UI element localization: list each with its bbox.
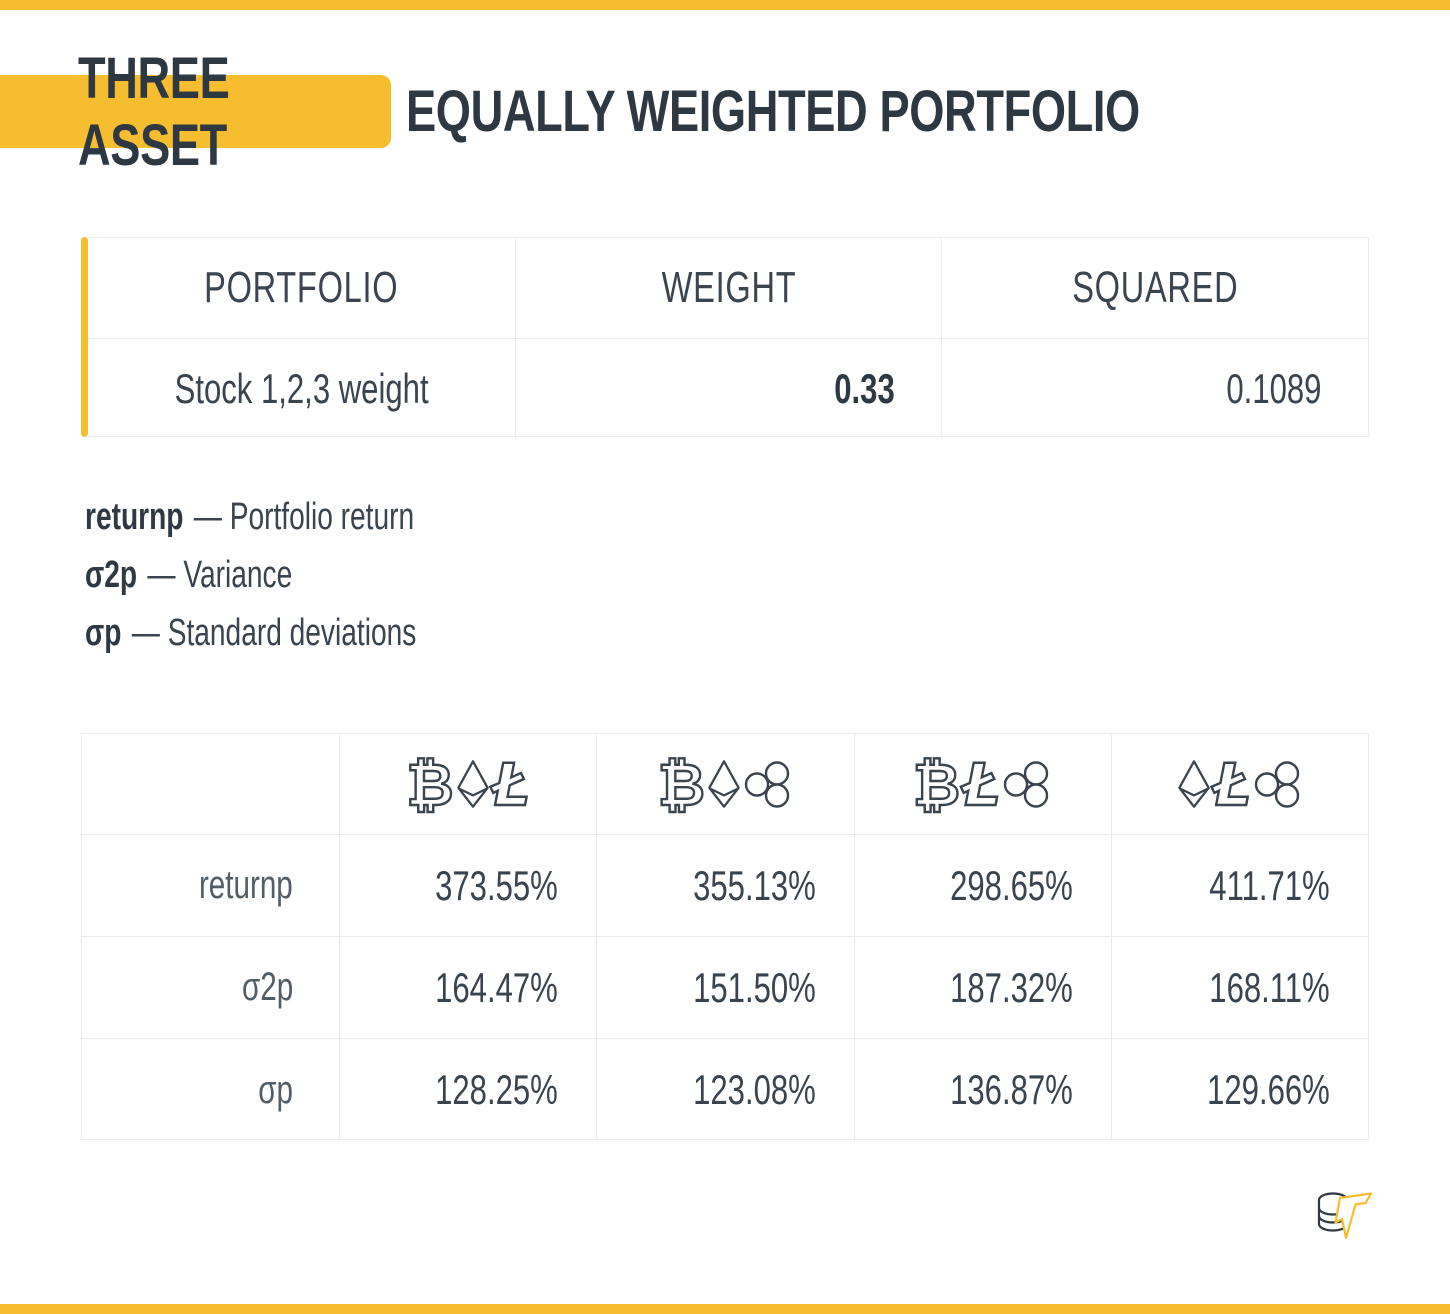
weights-table-grid: PORTFOLIO WEIGHT SQUARED Stock 1,2,3 wei…: [88, 237, 1369, 438]
bitcoin-icon: ₿: [657, 751, 707, 819]
value-returnp-btc-eth-xrp: 355.13%: [596, 834, 854, 936]
value-text: 187.32%: [950, 963, 1073, 1011]
header-squared-label: SQUARED: [1072, 263, 1239, 312]
value-variance-btc-ltc-xrp: 187.32%: [853, 936, 1111, 1038]
title-rest-text: EQUALLY WEIGHTED PORTFOLIO: [406, 79, 1140, 144]
cell-squared-value: 0.1089: [941, 338, 1368, 438]
ethereum-icon: [1177, 760, 1210, 808]
value-variance-eth-ltc-xrp: 168.11%: [1110, 936, 1368, 1038]
portfolio-column-eth-ltc-xrp: Ł: [1110, 734, 1368, 834]
corner-cell: [82, 734, 339, 834]
portfolio-column-btc-eth-xrp: ₿: [596, 734, 853, 834]
litecoin-icon: Ł: [961, 751, 1002, 819]
value-text: 355.13%: [692, 861, 816, 909]
value-variance-btc-eth-xrp: 151.50%: [596, 936, 854, 1038]
row-label-variance: σ2p: [82, 936, 339, 1038]
portfolio-column-btc-ltc-xrp: ₿ Ł: [853, 734, 1111, 834]
header-weight: WEIGHT: [514, 238, 942, 338]
weights-table: PORTFOLIO WEIGHT SQUARED Stock 1,2,3 wei…: [81, 237, 1369, 438]
cell-weight-value: 0.33: [514, 338, 942, 438]
value-stdev-btc-eth-ltc: 128.25%: [339, 1038, 597, 1141]
table-accent-bar: [81, 237, 88, 437]
value-text: 164.47%: [435, 963, 559, 1011]
legend-line-returnp: returnp — Portfolio return: [85, 497, 533, 537]
value-returnp-btc-eth-ltc: 373.55%: [339, 834, 597, 936]
legend-desc-variance: — Variance: [147, 554, 293, 596]
row-label-stdev: σp: [82, 1038, 339, 1141]
legend-line-stdev: σp — Standard deviations: [85, 613, 533, 653]
value-returnp-btc-ltc-xrp: 298.65%: [853, 834, 1111, 936]
legend-term-stdev: σp: [85, 612, 122, 654]
value-text: 136.87%: [950, 1066, 1073, 1113]
value-text: 298.65%: [950, 861, 1073, 909]
ripple-icon: [1254, 760, 1300, 808]
ethereum-icon: [456, 760, 489, 808]
value-stdev-btc-ltc-xrp: 136.87%: [853, 1038, 1111, 1141]
header-portfolio: PORTFOLIO: [88, 238, 515, 338]
bitcoin-icon: ₿: [405, 751, 455, 819]
legend-desc-stdev: — Standard deviations: [131, 612, 417, 654]
value-text: 168.11%: [1209, 963, 1330, 1011]
metrics-table: ₿ Ł ₿ ₿ Ł Ł: [81, 733, 1369, 1141]
value-text: 123.08%: [692, 1066, 816, 1113]
value-text: 128.25%: [435, 1066, 559, 1113]
title-highlight-box: THREE ASSET: [0, 46, 391, 178]
cell-stock-weight: Stock 1,2,3 weight: [88, 338, 515, 438]
value-stdev-btc-eth-xrp: 123.08%: [596, 1038, 854, 1141]
row-label-stdev-text: σp: [258, 1067, 293, 1112]
value-variance-btc-eth-ltc: 164.47%: [339, 936, 597, 1038]
row-label-returnp: returnp: [82, 834, 339, 936]
header-portfolio-label: PORTFOLIO: [204, 263, 399, 312]
value-text: 151.50%: [692, 963, 816, 1011]
squared-value: 0.1089: [1225, 364, 1321, 412]
title-rest: EQUALLY WEIGHTED PORTFOLIO: [406, 78, 1347, 145]
header-squared: SQUARED: [941, 238, 1368, 338]
litecoin-icon: Ł: [490, 751, 531, 819]
value-returnp-eth-ltc-xrp: 411.71%: [1110, 834, 1368, 936]
legend-term-variance: σ2p: [85, 554, 138, 596]
legend-line-variance: σ2p — Variance: [85, 555, 533, 595]
value-text: 129.66%: [1207, 1066, 1330, 1113]
row-label-variance-text: σ2p: [241, 965, 293, 1009]
bitcoin-icon: ₿: [912, 751, 962, 819]
header-weight-label: WEIGHT: [661, 263, 796, 312]
stock-weight-label: Stock 1,2,3 weight: [174, 364, 429, 412]
portfolio-column-btc-eth-ltc: ₿ Ł: [339, 734, 596, 834]
ethereum-icon: [708, 760, 740, 808]
legend-desc-returnp: — Portfolio return: [193, 496, 415, 538]
top-accent-bar: [0, 0, 1450, 10]
litecoin-icon: Ł: [1212, 751, 1253, 819]
title-highlight-text: THREE ASSET: [78, 45, 230, 178]
row-label-returnp-text: returnp: [199, 863, 293, 907]
legend-term-returnp: returnp: [85, 496, 184, 538]
ripple-icon: [1004, 760, 1049, 808]
bottom-accent-bar: [0, 1304, 1450, 1314]
weight-value: 0.33: [833, 364, 895, 412]
coin-stack-lightning-logo-icon: [1317, 1192, 1373, 1240]
value-stdev-eth-ltc-xrp: 129.66%: [1110, 1038, 1368, 1141]
legend: returnp — Portfolio return σ2p — Variance …: [85, 497, 533, 671]
ripple-icon: [744, 760, 790, 808]
value-text: 373.55%: [435, 861, 559, 909]
value-text: 411.71%: [1209, 861, 1330, 909]
page-title: THREE ASSET EQUALLY WEIGHTED PORTFOLIO: [0, 46, 1347, 178]
